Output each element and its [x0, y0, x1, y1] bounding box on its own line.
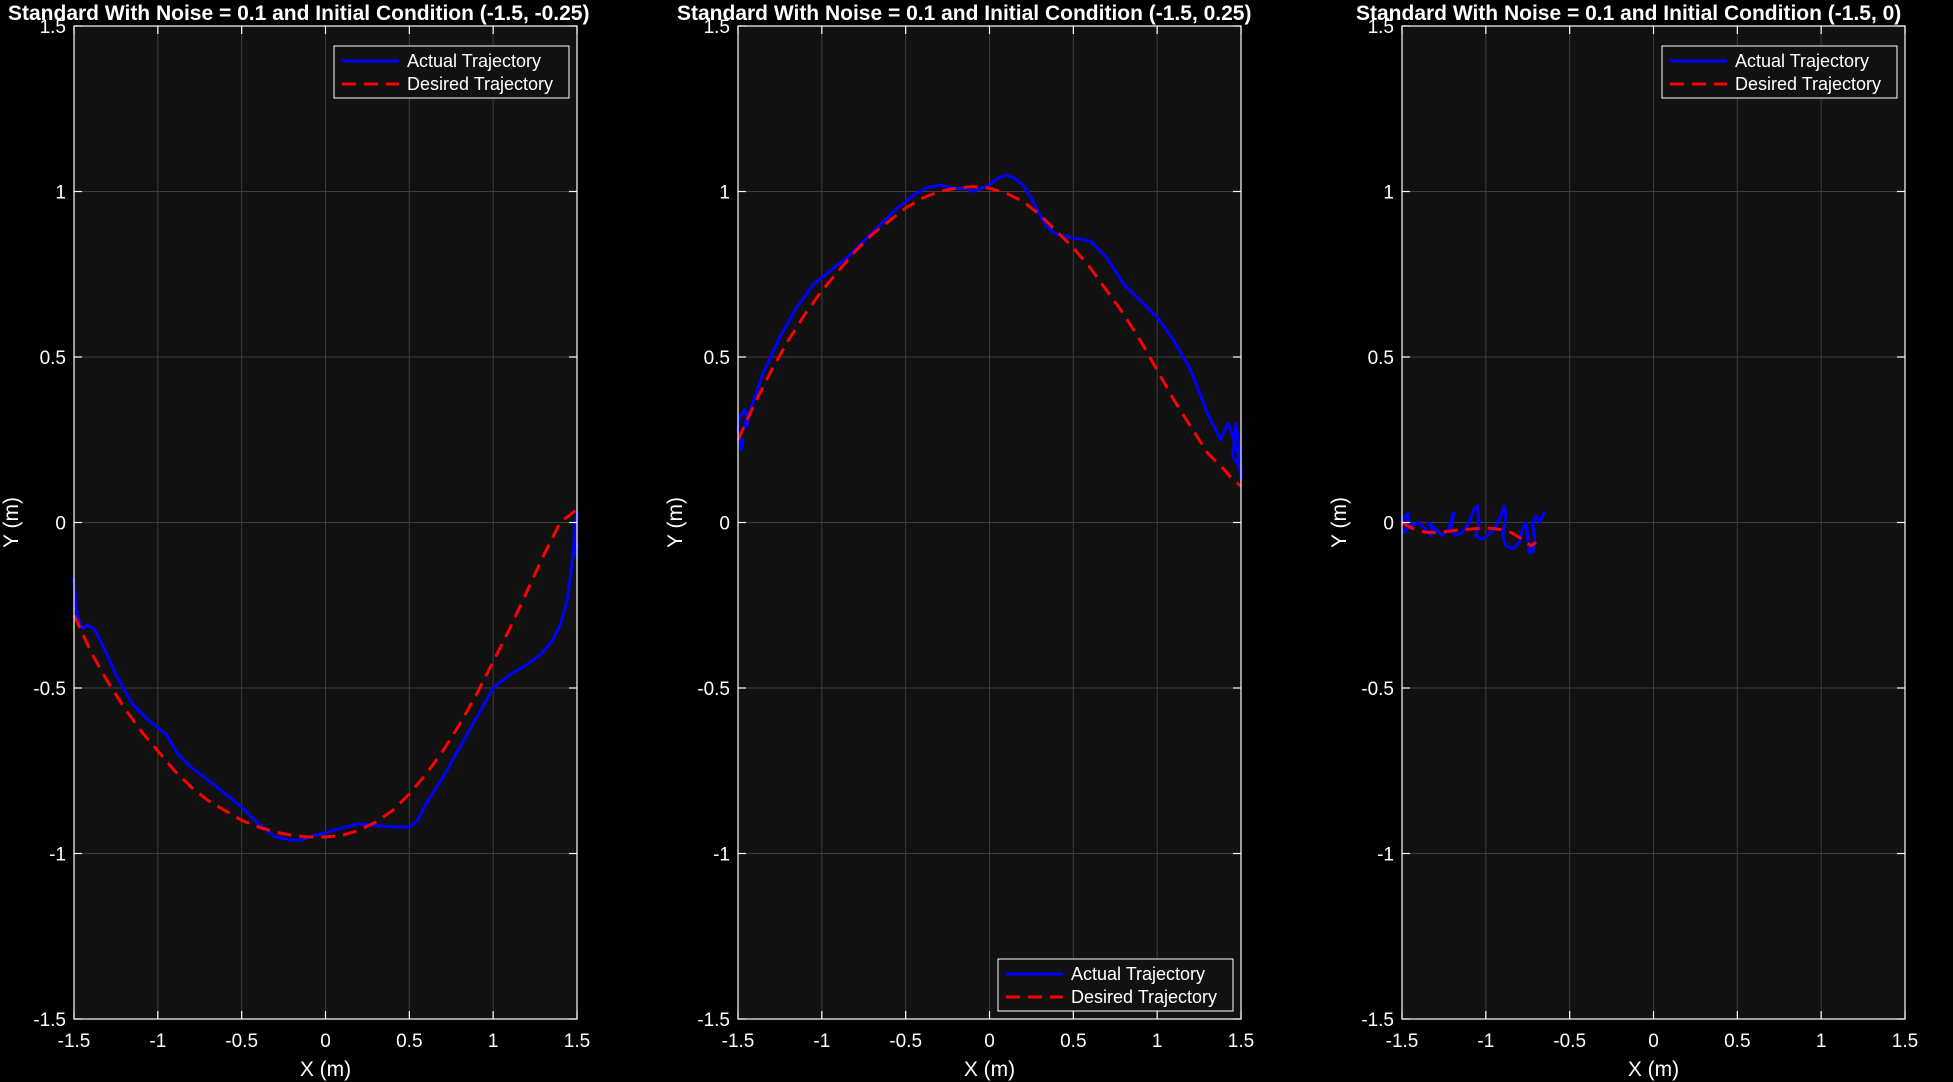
- x-axis-label: X (m): [964, 1058, 1015, 1081]
- x-tick-label: 0: [984, 1031, 995, 1052]
- x-tick-label: 1.5: [564, 1031, 590, 1052]
- y-tick-label: 1: [719, 183, 730, 204]
- y-axis-label: Y (m): [664, 497, 687, 548]
- legend-label: Actual Trajectory: [1071, 964, 1205, 984]
- y-tick-label: -1: [49, 845, 66, 866]
- x-tick-label: -1.5: [58, 1031, 91, 1052]
- series-line-actual: [72, 511, 579, 842]
- y-tick-label: -1.5: [33, 1010, 66, 1031]
- x-tick-label: -1: [149, 1031, 166, 1052]
- x-tick-label: 1: [488, 1031, 499, 1052]
- x-tick-label: 1: [1152, 1031, 1163, 1052]
- legend-box: [333, 45, 570, 99]
- y-tick-label: -0.5: [33, 679, 66, 700]
- legend-label: Actual Trajectory: [1735, 51, 1869, 71]
- x-tick-label: -0.5: [1553, 1031, 1586, 1052]
- y-tick-label: 0.5: [1368, 348, 1394, 369]
- y-tick-label: 0: [719, 514, 730, 535]
- legend-label: Desired Trajectory: [1735, 74, 1881, 94]
- y-tick-label: -1.5: [1361, 1010, 1394, 1031]
- y-tick-label: -0.5: [697, 679, 730, 700]
- y-tick-label: 1.5: [40, 17, 66, 38]
- chart-title: Standard With Noise = 0.1 and Initial Co…: [1356, 2, 1901, 25]
- x-tick-label: -1.5: [722, 1031, 755, 1052]
- y-tick-label: 1: [1383, 183, 1394, 204]
- y-tick-label: -0.5: [1361, 679, 1394, 700]
- y-tick-label: 1: [55, 183, 66, 204]
- y-tick-label: -1.5: [697, 1010, 730, 1031]
- y-tick-label: 1.5: [1368, 17, 1394, 38]
- y-tick-label: 0: [55, 514, 66, 535]
- series-line-desired: [1401, 521, 1537, 548]
- x-tick-label: -1: [813, 1031, 830, 1052]
- y-tick-label: -1: [1377, 845, 1394, 866]
- x-tick-label: -0.5: [889, 1031, 922, 1052]
- x-tick-label: 0.5: [1724, 1031, 1750, 1052]
- series-line-desired: [72, 508, 578, 839]
- series-line-actual: [736, 173, 1243, 481]
- y-tick-label: 0.5: [40, 348, 66, 369]
- legend-label: Actual Trajectory: [407, 51, 541, 71]
- legend-label: Desired Trajectory: [407, 74, 553, 94]
- x-tick-label: 1.5: [1892, 1031, 1918, 1052]
- series-line-desired: [736, 185, 1242, 488]
- x-tick-label: 1.5: [1228, 1031, 1254, 1052]
- y-axis-label: Y (m): [0, 497, 23, 548]
- y-tick-label: 0: [1383, 514, 1394, 535]
- legend: Actual Trajectory Desired Trajectory: [997, 958, 1234, 1012]
- x-tick-label: 0.5: [396, 1031, 422, 1052]
- y-tick-label: 1.5: [704, 17, 730, 38]
- x-axis-label: X (m): [300, 1058, 351, 1081]
- chart-panel-3: -1.5 -1 -0.5 0 0.5 1 1.5 -1.5 -1 -0.5 0 0.5 1 1.5 X (m…: [1328, 2, 1918, 1081]
- y-tick-label: 0.5: [704, 348, 730, 369]
- x-tick-label: 0: [1648, 1031, 1659, 1052]
- x-tick-label: -0.5: [225, 1031, 258, 1052]
- y-tick-label: -1: [713, 845, 730, 866]
- chart-title: Standard With Noise = 0.1 and Initial Co…: [8, 2, 589, 25]
- legend-box: [1661, 45, 1898, 99]
- x-tick-label: 1: [1816, 1031, 1827, 1052]
- chart-panel-2: -1.5 -1 -0.5 0 0.5 1 1.5 -1.5 -1 -0.5 0 0.5 1 1.5 X (m…: [664, 2, 1254, 1081]
- x-tick-label: -1: [1477, 1031, 1494, 1052]
- x-tick-label: 0.5: [1060, 1031, 1086, 1052]
- legend: Actual Trajectory Desired Trajectory: [1661, 45, 1898, 99]
- x-tick-label: -1.5: [1386, 1031, 1419, 1052]
- legend-label: Desired Trajectory: [1071, 987, 1217, 1007]
- chart-title: Standard With Noise = 0.1 and Initial Co…: [677, 2, 1251, 25]
- x-tick-label: 0: [320, 1031, 331, 1052]
- x-axis-label: X (m): [1628, 1058, 1679, 1081]
- legend: Actual Trajectory Desired Trajectory: [333, 45, 570, 99]
- chart-panel-1: -1.5 -1 -0.5 0 0.5 1 1.5 -1.5 -1 -0.5 0 0.5 1 1.5 X (m…: [0, 2, 590, 1081]
- legend-box: [997, 958, 1234, 1012]
- y-axis-label: Y (m): [1328, 497, 1351, 548]
